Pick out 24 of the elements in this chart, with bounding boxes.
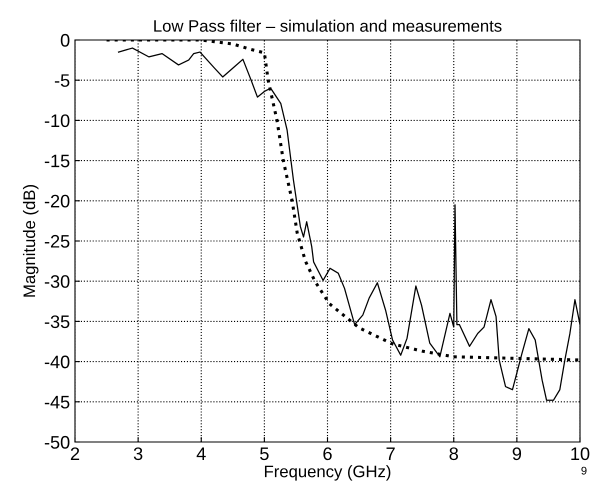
y-tick-label: -15	[44, 154, 70, 168]
y-tick-label: -10	[44, 114, 70, 128]
x-tick-label: 9	[512, 447, 522, 460]
y-tick-label: -5	[54, 74, 70, 87]
x-tick-label: 10	[571, 447, 590, 460]
x-tick-label: 7	[386, 448, 395, 460]
y-tick-label: -40	[44, 356, 70, 368]
x-tick-label: 4	[196, 448, 206, 460]
x-axis-title: Frequency (GHz)	[264, 465, 390, 481]
y-tick-label: -30	[44, 275, 70, 288]
x-tick-label: 6	[323, 447, 332, 460]
y-tick-label: -25	[44, 234, 70, 248]
chart-title: Low Pass filter – simulation and measurements	[154, 20, 502, 32]
y-tick-label: -20	[44, 194, 70, 208]
x-tick-label: 3	[134, 447, 142, 460]
y-tick-label: -35	[44, 315, 70, 328]
x-tick-label: 8	[450, 447, 458, 460]
y-tick-label: 0	[60, 34, 70, 47]
text: 9	[581, 466, 587, 475]
y-tick-label: -45	[44, 396, 70, 409]
y-tick-label: -50	[44, 436, 70, 449]
y-axis-title: Magnitude (dB)	[22, 185, 38, 297]
x-tick-label: 2	[70, 447, 80, 460]
x-tick-label: 5	[260, 448, 269, 460]
